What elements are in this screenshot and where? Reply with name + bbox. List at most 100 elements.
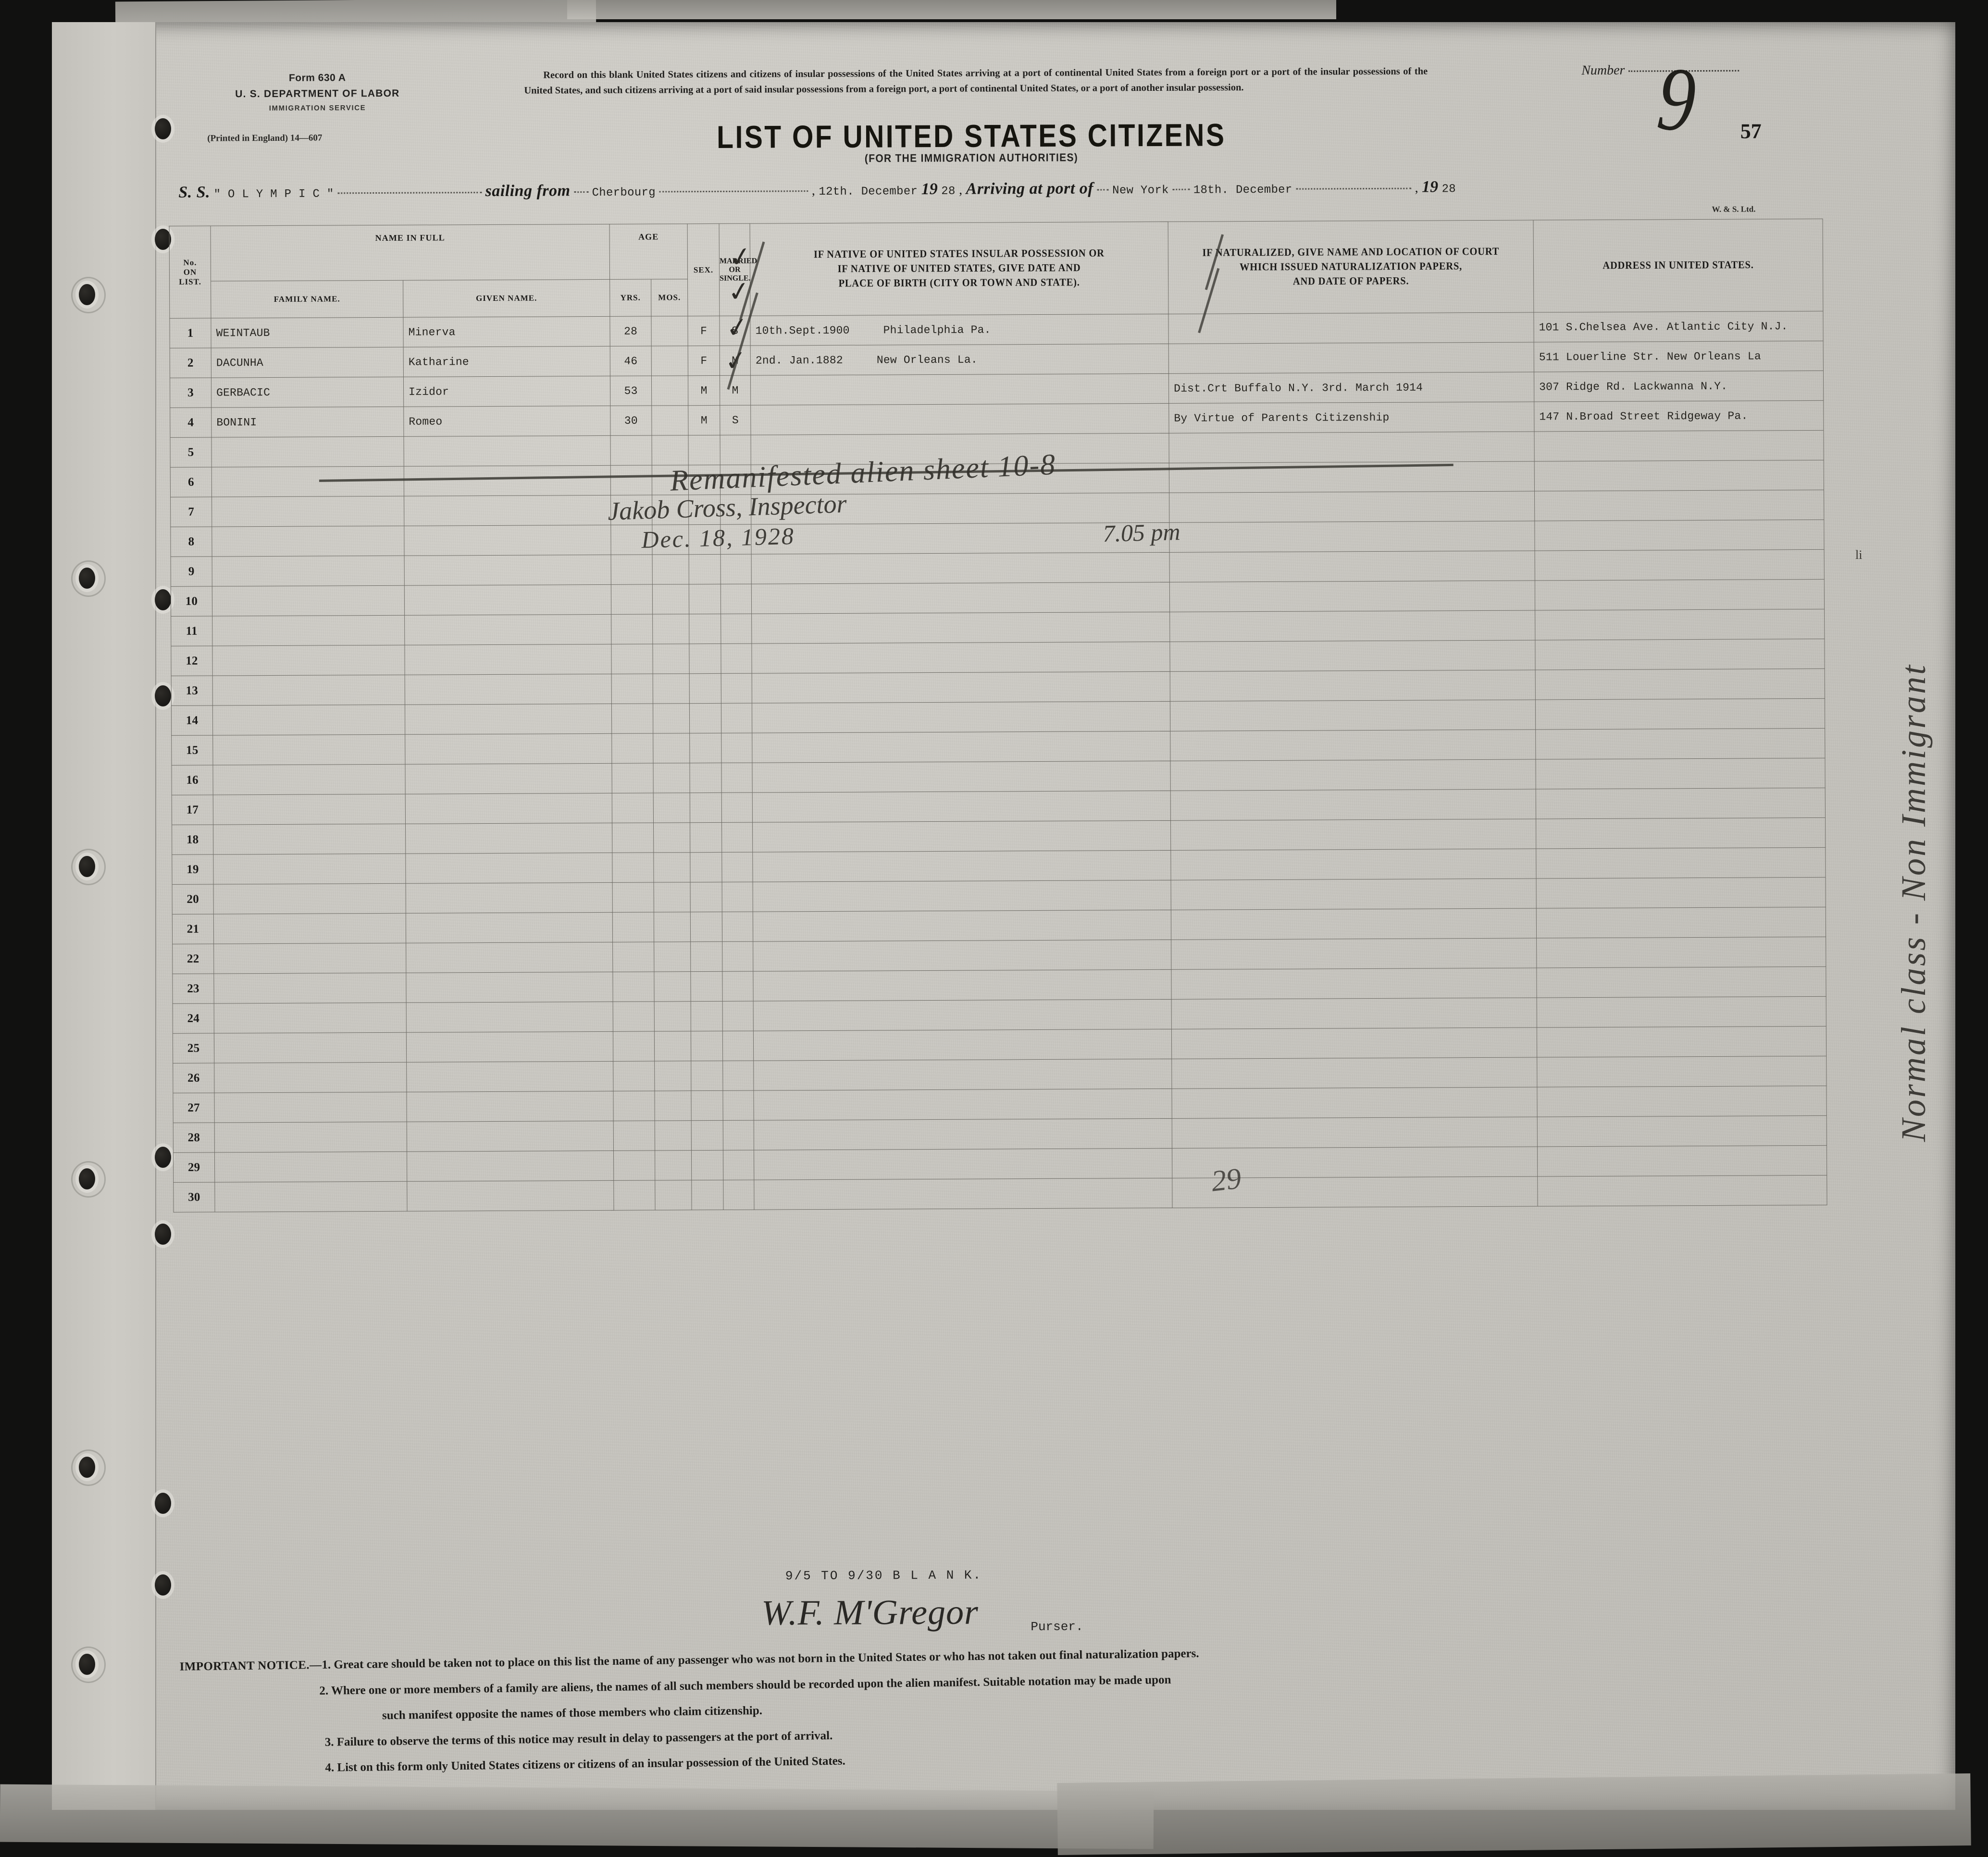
cell-age-years[interactable]: [612, 882, 654, 913]
cell-family-name[interactable]: [211, 526, 405, 557]
cell-naturalization[interactable]: [1172, 1147, 1538, 1178]
cell-address[interactable]: [1535, 669, 1825, 700]
cell-address[interactable]: 147 N.Broad Street Ridgeway Pa.: [1534, 400, 1824, 432]
cell-birth[interactable]: [753, 1089, 1172, 1121]
row-number[interactable]: 27: [173, 1093, 215, 1123]
cell-given-name[interactable]: [405, 704, 612, 735]
cell-given-name[interactable]: [405, 763, 612, 794]
cell-birth[interactable]: [752, 671, 1170, 704]
cell-naturalization[interactable]: [1170, 700, 1536, 731]
row-number[interactable]: 13: [171, 676, 213, 706]
cell-age-months[interactable]: [653, 822, 690, 853]
row-number[interactable]: 6: [170, 467, 212, 497]
cell-marital-status[interactable]: [721, 763, 753, 793]
cell-age-years[interactable]: [613, 1002, 655, 1032]
cell-age-months[interactable]: [652, 584, 689, 615]
cell-age-months[interactable]: [652, 495, 689, 525]
row-number[interactable]: 23: [172, 974, 214, 1004]
cell-naturalization[interactable]: Dist.Crt Buffalo N.Y. 3rd. March 1914: [1168, 372, 1534, 404]
cell-family-name[interactable]: [212, 585, 405, 617]
cell-birth[interactable]: [751, 552, 1170, 584]
cell-sex[interactable]: [691, 1150, 723, 1180]
cell-age-months[interactable]: [651, 375, 688, 406]
cell-age-months[interactable]: [654, 1061, 691, 1091]
cell-age-months[interactable]: [654, 912, 691, 942]
cell-address[interactable]: [1534, 430, 1824, 462]
cell-age-months[interactable]: [651, 346, 688, 376]
cell-sex[interactable]: [689, 703, 721, 733]
row-number[interactable]: 4: [170, 408, 211, 438]
cell-family-name[interactable]: [214, 1151, 407, 1183]
cell-address[interactable]: [1536, 907, 1826, 939]
cell-given-name[interactable]: [405, 823, 612, 854]
cell-age-years[interactable]: [610, 435, 652, 466]
cell-given-name[interactable]: [404, 614, 611, 645]
cell-given-name[interactable]: Minerva: [403, 316, 610, 347]
cell-marital-status[interactable]: [721, 733, 752, 763]
cell-address[interactable]: [1534, 490, 1824, 521]
cell-marital-status[interactable]: [723, 1120, 754, 1151]
cell-birth[interactable]: [753, 880, 1171, 912]
cell-naturalization[interactable]: [1168, 342, 1534, 374]
cell-age-months[interactable]: [652, 465, 689, 495]
cell-sex[interactable]: [690, 852, 722, 882]
cell-age-months[interactable]: [653, 673, 690, 704]
cell-age-years[interactable]: [613, 1180, 656, 1211]
cell-given-name[interactable]: [407, 1121, 614, 1152]
cell-age-months[interactable]: [655, 1120, 692, 1151]
cell-family-name[interactable]: [214, 1092, 407, 1123]
row-number[interactable]: 3: [170, 378, 211, 408]
cell-marital-status[interactable]: [720, 465, 751, 495]
cell-family-name[interactable]: [213, 973, 407, 1004]
row-number[interactable]: 22: [172, 944, 214, 974]
cell-birth[interactable]: [753, 969, 1172, 1002]
cell-age-months[interactable]: [652, 554, 689, 585]
cell-address[interactable]: [1537, 1175, 1827, 1207]
cell-naturalization[interactable]: [1171, 879, 1537, 910]
cell-age-years[interactable]: 53: [610, 376, 652, 406]
cell-sex[interactable]: [691, 1180, 724, 1210]
cell-age-months[interactable]: [651, 435, 689, 466]
cell-sex[interactable]: [688, 495, 721, 525]
cell-sex[interactable]: [690, 822, 722, 853]
cell-age-years[interactable]: [611, 555, 653, 585]
cell-marital-status[interactable]: [721, 673, 752, 704]
cell-given-name[interactable]: [404, 644, 612, 675]
row-number[interactable]: 17: [172, 795, 213, 825]
cell-family-name[interactable]: BONINI: [211, 407, 404, 438]
row-number[interactable]: 28: [173, 1123, 215, 1153]
cell-address[interactable]: [1537, 1115, 1827, 1147]
cell-address[interactable]: [1536, 937, 1826, 968]
cell-address[interactable]: [1537, 1086, 1827, 1117]
cell-sex[interactable]: [691, 1031, 723, 1061]
cell-age-months[interactable]: [652, 524, 689, 555]
cell-naturalization[interactable]: [1171, 1087, 1538, 1119]
cell-marital-status[interactable]: S: [720, 405, 751, 435]
cell-birth[interactable]: [751, 612, 1170, 644]
cell-family-name[interactable]: [212, 615, 405, 646]
cell-family-name[interactable]: [212, 705, 405, 736]
cell-age-years[interactable]: [611, 763, 654, 793]
cell-given-name[interactable]: [405, 674, 612, 705]
row-number[interactable]: 16: [171, 765, 213, 795]
cell-given-name[interactable]: [407, 1151, 614, 1182]
cell-naturalization[interactable]: [1171, 908, 1537, 940]
cell-age-years[interactable]: [612, 972, 655, 1002]
cell-marital-status[interactable]: [722, 1031, 754, 1061]
cell-marital-status[interactable]: [721, 822, 753, 853]
cell-given-name[interactable]: [406, 972, 613, 1003]
cell-address[interactable]: [1534, 460, 1824, 492]
cell-given-name[interactable]: [406, 1061, 613, 1092]
cell-family-name[interactable]: [212, 675, 405, 706]
cell-family-name[interactable]: [212, 764, 406, 795]
cell-sex[interactable]: [690, 971, 723, 1002]
cell-marital-status[interactable]: [722, 882, 753, 912]
cell-marital-status[interactable]: [720, 435, 751, 465]
row-number[interactable]: 21: [172, 914, 214, 944]
cell-naturalization[interactable]: [1172, 1176, 1538, 1208]
cell-birth[interactable]: [753, 910, 1171, 942]
cell-sex[interactable]: [689, 673, 721, 704]
cell-marital-status[interactable]: [722, 1061, 754, 1091]
cell-age-months[interactable]: [655, 1150, 692, 1181]
cell-sex[interactable]: [689, 763, 722, 793]
